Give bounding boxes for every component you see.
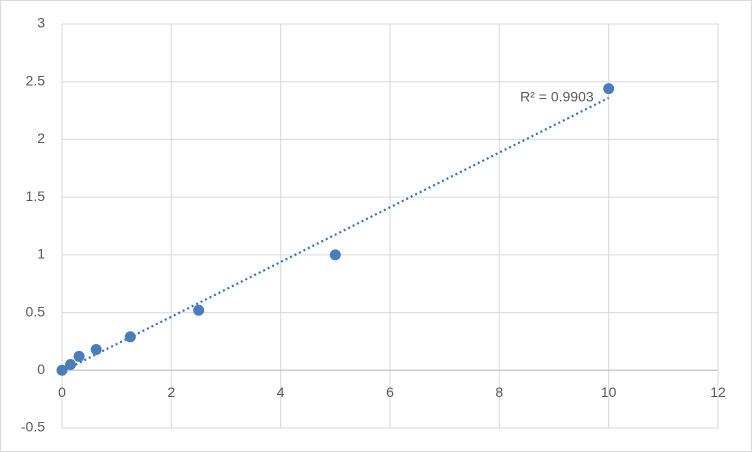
y-tick-label: 0.5 <box>26 303 46 319</box>
point <box>65 359 77 371</box>
trendline <box>61 96 610 373</box>
x-tick-label: 4 <box>277 384 285 400</box>
y-tick-label: 0 <box>37 361 45 377</box>
y-tick-label: 2 <box>37 130 45 146</box>
y-tick-label: -0.5 <box>21 419 45 435</box>
trendline-label: R² = 0.9903 <box>520 89 594 105</box>
x-tick-label: 10 <box>601 384 617 400</box>
x-tick-label: 8 <box>495 384 503 400</box>
point <box>73 350 85 362</box>
y-tick-label: 3 <box>37 15 45 31</box>
x-tick-label: 0 <box>58 384 66 400</box>
point <box>124 331 136 343</box>
x-tick-label: 2 <box>167 384 175 400</box>
point <box>90 344 102 356</box>
y-tick-label: 1 <box>37 246 45 262</box>
point <box>193 304 205 316</box>
point <box>329 249 341 261</box>
y-tick-label: 1.5 <box>26 188 46 204</box>
y-tick-label: 2.5 <box>26 72 46 88</box>
x-tick-label: 12 <box>710 384 726 400</box>
point <box>603 83 615 95</box>
point <box>56 364 68 376</box>
x-tick-label: 6 <box>386 384 394 400</box>
